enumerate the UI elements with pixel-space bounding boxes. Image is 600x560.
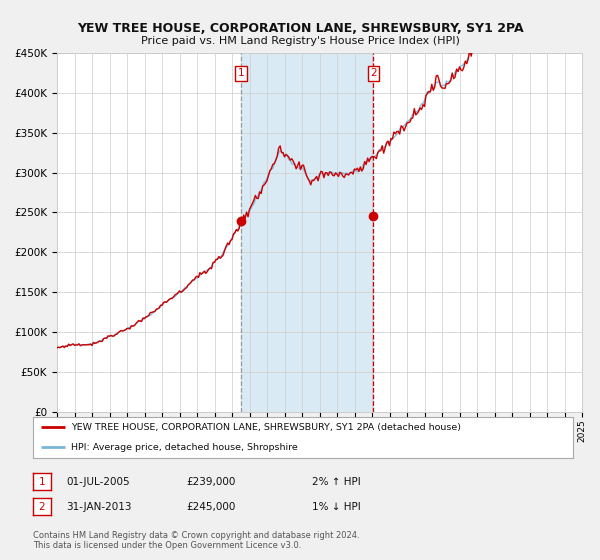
Text: 2: 2 [370, 68, 377, 78]
Text: 1: 1 [238, 68, 244, 78]
Text: 1% ↓ HPI: 1% ↓ HPI [312, 502, 361, 512]
Text: 31-JAN-2013: 31-JAN-2013 [66, 502, 131, 512]
Text: £239,000: £239,000 [186, 477, 235, 487]
Text: 2% ↑ HPI: 2% ↑ HPI [312, 477, 361, 487]
Text: 2: 2 [38, 502, 46, 512]
Text: £245,000: £245,000 [186, 502, 235, 512]
Text: YEW TREE HOUSE, CORPORATION LANE, SHREWSBURY, SY1 2PA (detached house): YEW TREE HOUSE, CORPORATION LANE, SHREWS… [71, 423, 461, 432]
Text: 01-JUL-2005: 01-JUL-2005 [66, 477, 130, 487]
Text: 1: 1 [38, 477, 46, 487]
Text: YEW TREE HOUSE, CORPORATION LANE, SHREWSBURY, SY1 2PA: YEW TREE HOUSE, CORPORATION LANE, SHREWS… [77, 22, 523, 35]
Text: Contains HM Land Registry data © Crown copyright and database right 2024.
This d: Contains HM Land Registry data © Crown c… [33, 531, 359, 550]
Text: Price paid vs. HM Land Registry's House Price Index (HPI): Price paid vs. HM Land Registry's House … [140, 36, 460, 46]
Bar [241, 53, 373, 412]
Text: HPI: Average price, detached house, Shropshire: HPI: Average price, detached house, Shro… [71, 443, 298, 452]
